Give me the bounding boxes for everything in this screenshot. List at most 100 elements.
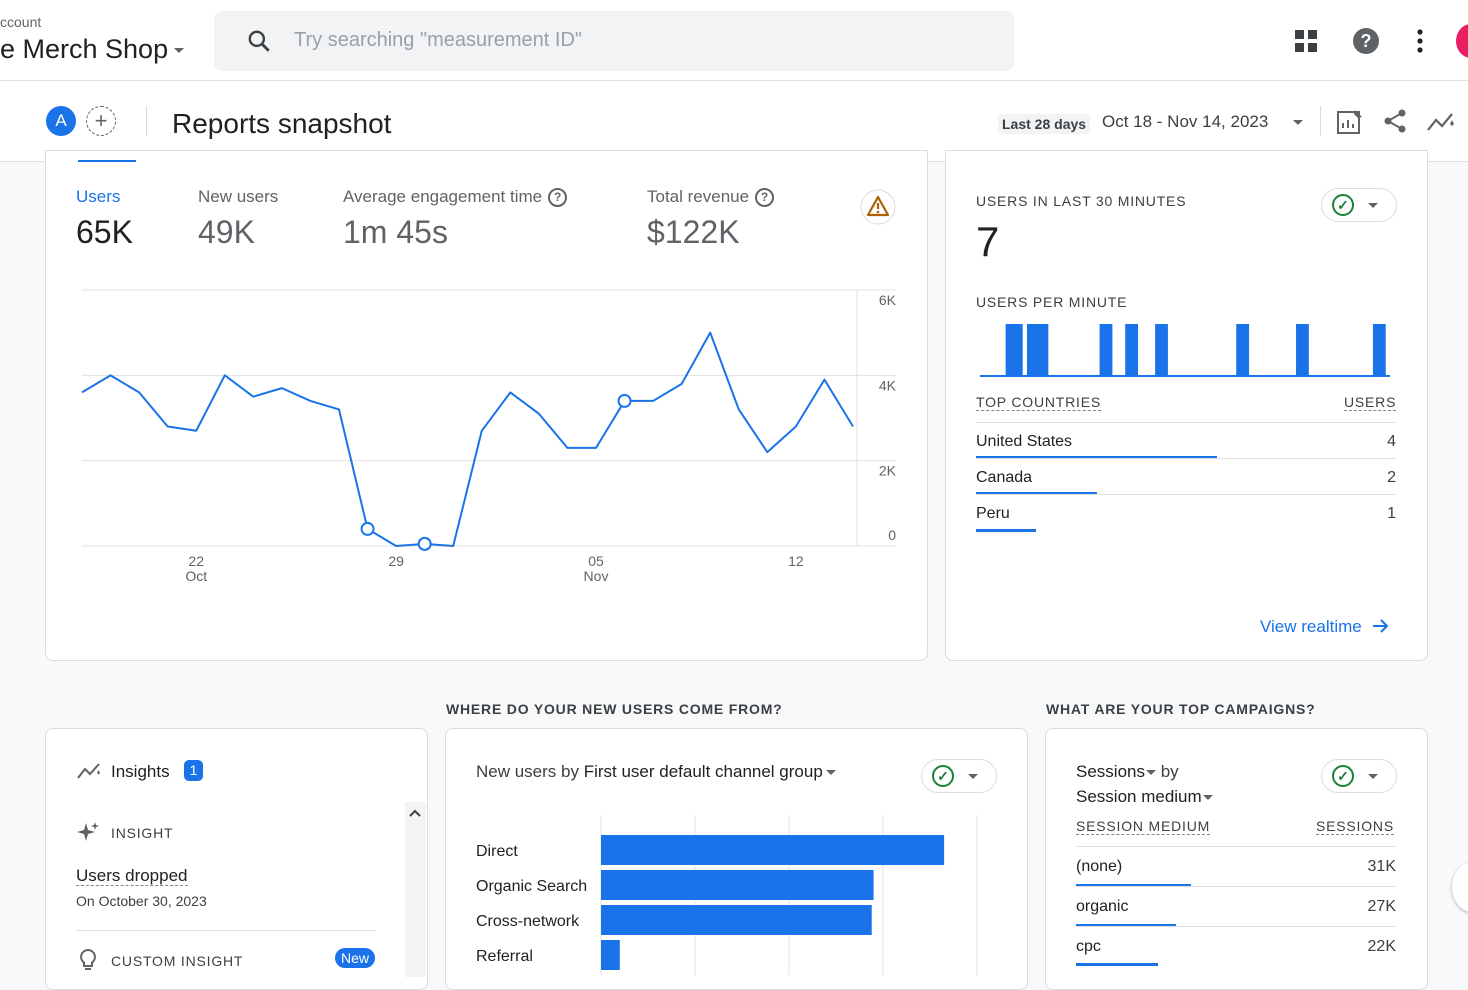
chevron-down-icon[interactable] [1202,795,1213,801]
property-name: e Merch Shop [0,34,169,64]
share-icon[interactable] [1382,108,1408,134]
session-medium: organic [1076,898,1129,915]
apps-icon[interactable] [1294,29,1318,53]
category-label: Organic Search [476,878,587,895]
date-range-label[interactable]: Last 28 days [998,114,1091,134]
insights-icon[interactable] [1426,110,1456,134]
metric-value: $122K [647,214,740,250]
sessions-bar [1076,884,1191,887]
per-minute-label: USERS PER MINUTE [976,294,1128,310]
channel-bar [601,870,874,900]
col-top-countries: TOP COUNTRIES [976,394,1102,411]
property-selector[interactable]: e Merch Shop [0,34,185,65]
country-users: 4 [1387,433,1396,450]
campaigns-dimension-row: Session medium [1076,787,1213,807]
metric-value: 65K [76,214,133,250]
sessions-value: 22K [1367,938,1396,955]
col-users: USERS [1344,394,1397,411]
sessions-bar [1076,924,1177,927]
date-range-dropdown-icon[interactable] [1293,120,1303,125]
users-per-minute-chart[interactable] [980,318,1394,380]
help-icon[interactable]: ? [755,188,775,207]
view-realtime-link[interactable]: View realtime [1260,617,1390,637]
account-avatar[interactable] [1456,24,1468,58]
view-realtime-label: View realtime [1260,617,1362,636]
insights-title: Insights [111,762,170,781]
sessions-value: 31K [1367,858,1396,875]
search-input[interactable]: Try searching "measurement ID" [294,29,582,51]
floating-action-button[interactable] [1452,862,1468,912]
custom-insight-label: CUSTOM INSIGHT [111,953,244,969]
minute-bar [1296,324,1309,376]
y-tick-label: 4K [879,377,897,393]
minute-bar [1035,324,1049,376]
more-vert-icon[interactable] [1410,28,1430,54]
metrics-card [45,150,928,661]
realtime-card [945,150,1428,661]
sparkle-icon [77,822,99,841]
dimension-selector[interactable]: Session medium [1076,787,1202,806]
add-comparison-button[interactable]: + [86,106,116,136]
x-tick-label: 29 [388,553,404,569]
minute-bar [1125,324,1139,376]
session-medium: cpc [1076,938,1101,955]
insights-icon [77,763,100,779]
channel-card-title[interactable]: New users by First user default channel … [476,762,836,782]
channel-filter-pill[interactable]: ✓ [921,759,997,793]
metric-selector[interactable]: Sessions [1076,762,1145,781]
divider [1076,926,1396,927]
divider [976,422,1396,423]
category-label: Cross-network [476,913,580,930]
search-icon [248,30,270,52]
minute-bar [1236,324,1250,376]
comparison-chip[interactable]: A [46,106,76,136]
channel-card-prefix: New users by [476,762,584,781]
insight-item[interactable]: Users dropped [76,866,188,886]
page-title: Reports snapshot [172,108,392,139]
account-label: ccount [0,14,42,30]
arrow-right-icon [1373,619,1389,633]
campaigns-metric-row: Sessions by [1076,762,1179,782]
country-name: United States [976,433,1073,450]
channel-bar-chart[interactable]: Direct Organic Search Cross-network Referra… [470,815,1010,975]
divider [1076,846,1396,847]
divider [1320,106,1321,136]
search-bar[interactable]: Try searching "measurement ID" [214,11,1014,71]
help-icon[interactable]: ? [548,188,568,207]
minute-bar [1099,324,1113,376]
help-icon[interactable]: ? [1352,27,1380,55]
scrollbar[interactable] [405,802,426,977]
metric-value: 49K [198,214,255,250]
metric-label: Total revenue [647,187,750,206]
scroll-up-icon[interactable] [409,808,421,818]
dimension-selector[interactable]: First user default channel group [583,762,823,781]
report-header [0,81,1468,162]
country-bar [976,456,1217,459]
customize-report-icon[interactable] [1336,108,1364,136]
chevron-down-icon[interactable] [825,770,836,776]
divider [976,458,1396,459]
y-tick-label: 2K [879,463,897,479]
col-session-medium: SESSION MEDIUM [1076,818,1211,835]
chevron-down-icon[interactable] [1145,770,1156,776]
country-bar [976,492,1097,495]
country-name: Peru [976,505,1010,522]
campaigns-filter-pill[interactable]: ✓ [1321,759,1397,793]
metric-label: Users [76,187,121,206]
country-name: Canada [976,469,1033,486]
metric-label: Average engagement time [343,187,543,206]
minute-bar [1372,324,1386,376]
insight-title: Users dropped [76,866,188,886]
warning-icon[interactable] [860,189,896,225]
date-range-value[interactable]: Oct 18 - Nov 14, 2023 [1102,112,1269,131]
divider [76,930,376,931]
country-bar [976,529,1037,532]
channel-bar [601,835,945,865]
by-label: by [1155,762,1179,781]
section-heading-campaigns: WHAT ARE YOUR TOP CAMPAIGNS? [1046,701,1316,717]
col-sessions: SESSIONS [1316,818,1394,835]
x-tick-label: 05 [588,553,604,569]
chevron-down-icon [1368,203,1378,208]
realtime-filter-pill[interactable]: ✓ [1321,188,1397,222]
